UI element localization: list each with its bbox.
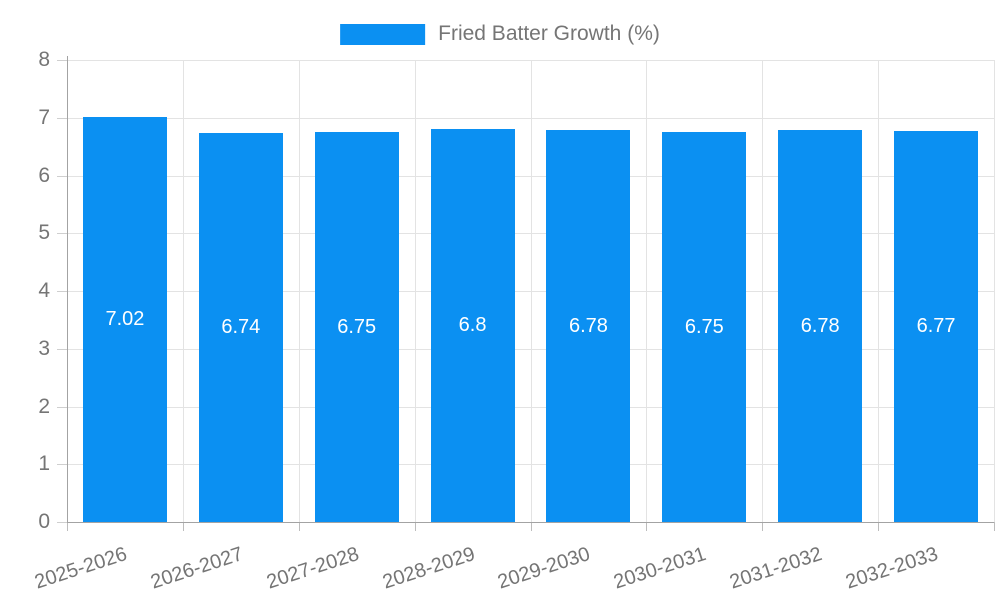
legend-item[interactable]: Fried Batter Growth (%) [340, 22, 660, 46]
bar-value-label: 6.75 [337, 315, 377, 338]
x-gridline [414, 60, 416, 522]
x-gridline [646, 60, 648, 522]
legend-label: Fried Batter Growth (%) [438, 22, 660, 45]
y-tick-mark [57, 60, 67, 61]
bar[interactable]: 6.78 [778, 130, 863, 522]
bar[interactable]: 6.75 [314, 132, 399, 522]
bar-value-label: 6.77 [916, 315, 956, 337]
y-tick-mark [57, 464, 67, 466]
x-tick-mark [878, 522, 880, 531]
x-tick-mark [67, 522, 68, 531]
x-tick-mark [298, 522, 300, 531]
bar[interactable]: 7.02 [82, 116, 167, 522]
y-tick-label: 7 [38, 105, 50, 129]
x-tick-label: 2029-2030 [495, 543, 594, 594]
y-tick-mark [57, 348, 67, 350]
x-tick-label: 2027-2028 [263, 543, 362, 594]
x-gridline [878, 60, 880, 522]
x-axis-line [67, 522, 994, 523]
y-tick-label: 2 [38, 394, 50, 418]
bar-value-label: 6.78 [800, 314, 840, 337]
bar[interactable]: 6.74 [198, 132, 283, 522]
y-tick-label: 0 [38, 510, 50, 533]
y-tick-label: 5 [38, 221, 50, 245]
x-tick-label: 2031-2032 [727, 543, 825, 594]
y-tick-mark [57, 117, 67, 119]
x-tick-label: 2030-2031 [611, 543, 710, 594]
bar[interactable]: 6.75 [662, 132, 747, 522]
y-tick-mark [57, 291, 67, 292]
x-tick-label: 2025-2026 [31, 543, 130, 594]
y-tick-mark [57, 522, 67, 523]
y-tick-label: 6 [38, 163, 50, 187]
y-tick-mark [57, 406, 67, 408]
bar-value-label: 6.78 [568, 314, 608, 337]
x-tick-mark [530, 522, 532, 531]
x-gridline [298, 60, 300, 522]
x-tick-label: 2026-2027 [147, 543, 246, 594]
x-gridline [994, 60, 995, 522]
y-tick-mark [57, 175, 67, 177]
x-tick-label: 2028-2029 [379, 543, 478, 594]
x-tick-mark [182, 522, 184, 531]
x-tick-label: 2032-2033 [843, 543, 941, 594]
legend-swatch [340, 23, 426, 45]
y-tick-mark [57, 233, 67, 235]
y-tick-label: 1 [38, 452, 50, 476]
bar-value-label: 6.8 [458, 314, 487, 337]
bar-value-label: 6.75 [684, 315, 724, 338]
bar[interactable]: 6.77 [894, 131, 979, 522]
y-tick-label: 8 [38, 48, 50, 71]
y-tick-label: 3 [38, 336, 50, 360]
x-tick-mark [646, 522, 648, 531]
bar[interactable]: 6.78 [546, 130, 631, 522]
bar[interactable]: 6.8 [430, 129, 515, 522]
y-tick-label: 4 [38, 279, 50, 302]
bar-value-label: 6.74 [221, 315, 261, 338]
bar-value-label: 7.02 [105, 307, 145, 330]
x-tick-mark [414, 522, 416, 531]
x-tick-mark [762, 522, 764, 531]
x-gridline [182, 60, 184, 522]
x-gridline [530, 60, 532, 522]
x-tick-mark [994, 522, 995, 531]
x-gridline [762, 60, 764, 522]
y-axis-line [67, 56, 68, 522]
